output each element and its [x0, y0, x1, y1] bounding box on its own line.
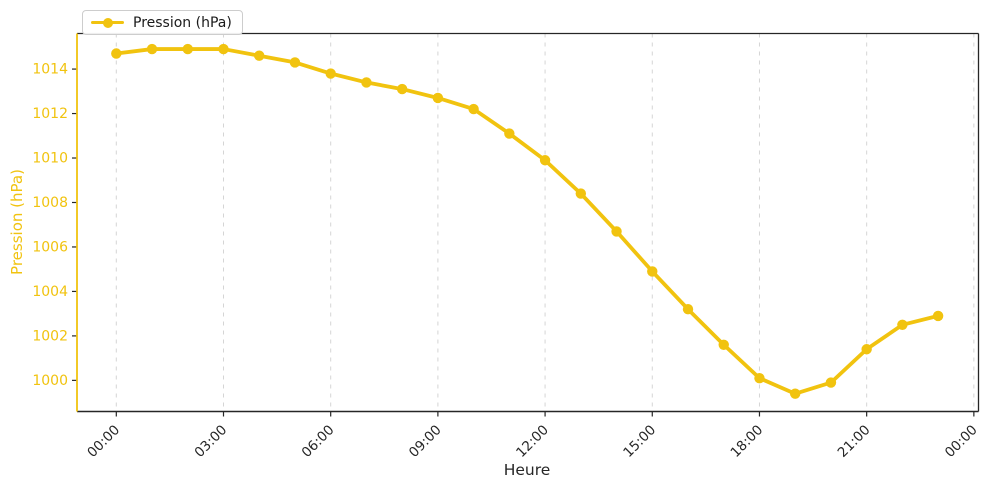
data-point-marker — [325, 68, 336, 79]
y-tick-label: 1006 — [32, 239, 68, 255]
data-point-marker — [289, 57, 301, 68]
y-tick-label: 1012 — [32, 106, 68, 122]
x-tick-label: 03:00 — [192, 422, 231, 461]
data-point-marker — [539, 155, 551, 166]
data-point-marker — [647, 266, 658, 277]
data-point-marker — [575, 188, 587, 199]
data-point-marker — [897, 319, 908, 330]
data-point-marker — [718, 339, 729, 350]
data-point-marker — [504, 128, 515, 139]
data-point-marker — [254, 50, 265, 61]
x-tick-label: 06:00 — [299, 422, 338, 461]
y-tick-label: 1002 — [32, 328, 68, 344]
data-point-marker — [111, 48, 122, 59]
pressure-line — [114, 47, 941, 396]
data-point-marker — [218, 43, 229, 55]
x-tick-label: 09:00 — [406, 422, 445, 461]
x-tick-label: 18:00 — [727, 422, 766, 461]
x-tick-label: 00:00 — [84, 422, 123, 461]
data-point-marker — [682, 304, 694, 315]
data-point-marker — [361, 77, 372, 88]
data-point-marker — [182, 43, 193, 55]
legend-line-marker-icon — [91, 17, 124, 29]
data-point-marker — [396, 83, 408, 95]
x-tick-label: 12:00 — [513, 422, 552, 461]
legend: Pression (hPa) — [82, 10, 243, 35]
data-point-marker — [611, 226, 622, 237]
y-tick-label: 1004 — [32, 284, 68, 300]
data-point-marker — [754, 372, 765, 384]
data-point-marker — [468, 103, 479, 115]
data-point-marker — [825, 377, 837, 388]
legend-label: Pression (hPa) — [133, 14, 232, 31]
data-point-marker — [146, 43, 158, 55]
y-axis-label: Pression (hPa) — [8, 169, 26, 275]
y-tick-label: 1000 — [32, 373, 68, 389]
data-point-marker — [432, 92, 444, 104]
y-tick-label: 1010 — [32, 151, 68, 167]
x-tick-label: 21:00 — [835, 422, 874, 461]
data-point-marker — [932, 310, 944, 322]
x-tick-label: 00:00 — [942, 422, 981, 461]
data-point-marker — [789, 388, 801, 399]
legend-marker-dot — [102, 17, 113, 28]
x-tick-label: 15:00 — [620, 422, 659, 461]
y-tick-label: 1014 — [32, 62, 68, 78]
x-axis-label: Heure — [503, 461, 551, 479]
y-tick-label: 1008 — [32, 195, 68, 211]
data-point-marker — [861, 344, 872, 355]
